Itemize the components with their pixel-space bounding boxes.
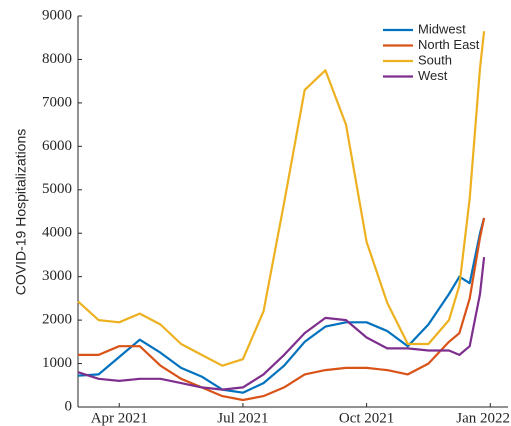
legend-label: Midwest	[418, 21, 466, 36]
y-axis-label: COVID-19 Hospitalizations	[13, 129, 29, 296]
x-tick-label: Jul 2021	[217, 410, 268, 426]
y-tick-label: 6000	[42, 138, 72, 154]
series-line	[77, 31, 486, 367]
y-tick-label: 1000	[42, 355, 72, 371]
y-tick-label: 7000	[42, 94, 72, 110]
y-tick-label: 2000	[42, 312, 72, 328]
y-tick-label: 9000	[42, 7, 72, 23]
series-line	[77, 256, 486, 391]
series-line	[78, 217, 486, 402]
legend-label: West	[418, 68, 448, 83]
y-tick-label: 8000	[42, 51, 72, 67]
y-tick-label: 4000	[42, 225, 72, 241]
x-tick-label: Jan 2022	[456, 410, 510, 426]
series-line	[77, 217, 486, 394]
y-tick-label: 3000	[42, 268, 72, 284]
x-tick-label: Apr 2021	[91, 410, 148, 426]
x-tick-label: Oct 2021	[339, 410, 394, 426]
legend-label: North East	[418, 37, 480, 52]
y-tick-label: 5000	[42, 181, 72, 197]
y-tick-label: 0	[65, 398, 73, 414]
legend-label: South	[418, 52, 452, 67]
